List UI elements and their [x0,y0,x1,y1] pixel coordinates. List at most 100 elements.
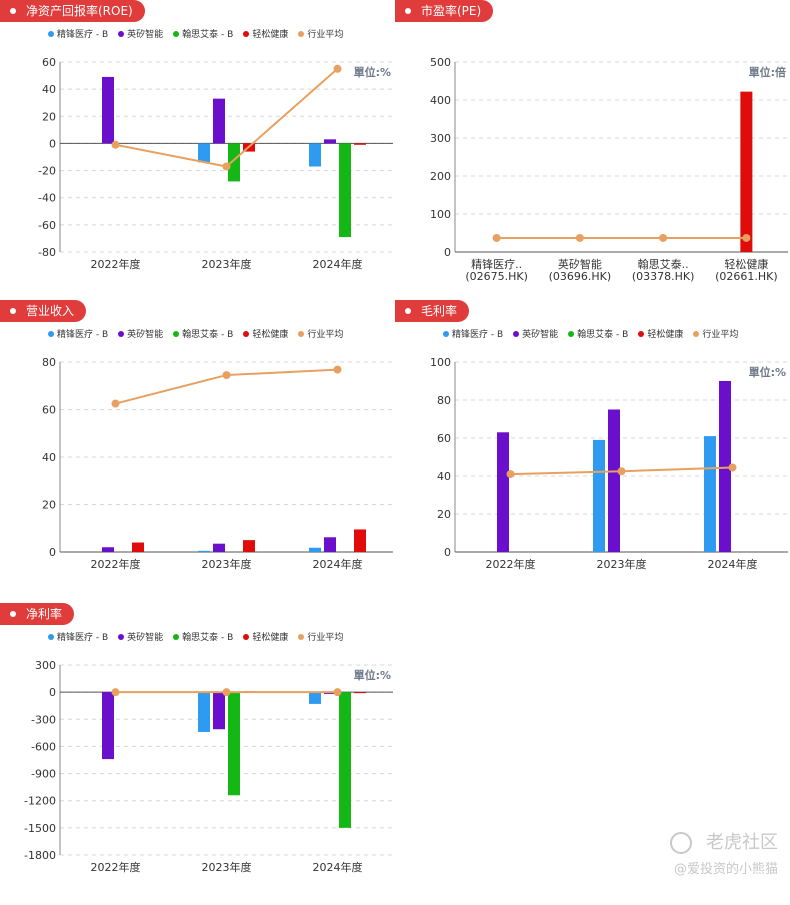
watermark-brand-text: 老虎社区 [706,832,778,853]
tiger-logo-icon [670,832,693,854]
legend-label: 精锋医疗 - B [452,330,504,340]
watermark-brand: 老虎社区 [670,828,778,854]
y-tick-label: 300 [35,659,56,672]
legend-dot-icon [243,30,250,37]
bar [213,98,225,144]
y-tick-label: 40 [42,451,56,464]
x-tick-label: (03378.HK) [632,270,695,283]
legend-label: 精锋医疗 - B [57,330,109,340]
gross-panel: 毛利率 精锋医疗 - B 英矽智能 翰思艾泰 - B 轻松健康 行业平均 100 80 60… [395,300,790,600]
legend-item[interactable]: 翰思艾泰 - B [173,630,233,643]
revenue-title: 营业收入 [26,304,75,318]
legend-label: 行业平均 [307,330,344,340]
legend-dot-icon [568,330,575,337]
y-tick-label: 80 [42,356,56,369]
legend-dot-icon [118,30,125,37]
legend-item[interactable]: 翰思艾泰 - B [568,327,628,340]
y-tick-label: 40 [437,470,451,483]
x-tick-label: 2023年度 [202,557,252,571]
roe-legend[interactable]: 精锋医疗 - B 英矽智能 翰思艾泰 - B 轻松健康 行业平均 [48,27,343,40]
average-point [111,140,120,149]
bar [354,143,366,145]
legend-item[interactable]: 英矽智能 [118,327,163,340]
x-tick-label: 精锋医疗.. [471,257,522,271]
legend-item[interactable]: 英矽智能 [513,327,558,340]
pe-title: 市盈率(PE) [421,4,482,18]
average-point [728,463,737,472]
legend-item[interactable]: 精锋医疗 - B [48,327,108,340]
average-point [333,688,342,697]
bar [593,439,605,552]
roe-title-badge: 净资产回报率(ROE) [0,0,145,22]
x-tick-label: 英矽智能 [558,257,602,271]
net-title-badge: 净利率 [0,603,75,625]
net-panel: 净利率 精锋医疗 - B 英矽智能 翰思艾泰 - B 轻松健康 行业平均 300 0 -30… [0,603,395,885]
legend-item[interactable]: 翰思艾泰 - B [173,27,233,40]
legend-dot-icon [298,633,305,640]
legend-label: 英矽智能 [522,330,559,340]
legend-item[interactable]: 精锋医疗 - B [48,27,108,40]
gross-title: 毛利率 [421,304,458,318]
y-tick-label: 0 [49,686,56,699]
x-tick-label: 轻松健康 [724,257,768,271]
legend-item[interactable]: 行业平均 [298,630,343,643]
legend-item[interactable]: 英矽智能 [118,630,163,643]
gross-legend[interactable]: 精锋医疗 - B 英矽智能 翰思艾泰 - B 轻松健康 行业平均 [443,327,738,340]
y-tick-label: 500 [430,56,451,69]
average-point [506,470,515,479]
bar [339,692,351,828]
average-point [492,233,501,242]
average-point [575,233,584,242]
legend-item[interactable]: 轻松健康 [638,327,683,340]
average-point [617,467,626,476]
legend-dot-icon [48,633,54,640]
legend-item[interactable]: 轻松健康 [243,327,288,340]
revenue-chart: 80 60 40 20 0 2022年度 2023年度 2024年度 [42,356,393,571]
legend-item[interactable]: 精锋医疗 - B [443,327,503,340]
x-tick-label: 2022年度 [91,860,141,874]
legend-dot-icon [243,633,250,640]
bar [198,692,210,732]
legend-item[interactable]: 行业平均 [693,327,738,340]
x-tick-label: (02675.HK) [465,270,528,283]
legend-item[interactable]: 行业平均 [298,327,343,340]
legend-dot-icon [693,330,700,337]
net-legend[interactable]: 精锋医疗 - B 英矽智能 翰思艾泰 - B 轻松健康 行业平均 [48,630,343,643]
legend-label: 精锋医疗 - B [57,633,109,643]
average-point [222,162,231,171]
legend-label: 英矽智能 [127,330,164,340]
net-title: 净利率 [26,607,63,621]
x-tick-label: 2024年度 [313,860,363,874]
y-tick-label: 60 [42,56,56,69]
legend-item[interactable]: 行业平均 [298,27,343,40]
roe-title: 净资产回报率(ROE) [26,4,133,18]
legend-dot-icon [173,330,180,337]
x-tick-label: 2022年度 [486,557,536,571]
bar [228,692,240,796]
y-tick-label: -1500 [24,822,56,835]
y-tick-label: 20 [437,508,451,521]
unit-label: 單位:倍 [749,65,786,79]
y-tick-label: 40 [42,83,56,96]
bar [354,529,366,552]
unit-label: 單位:% [354,65,391,79]
legend-item[interactable]: 轻松健康 [243,27,288,40]
pe-title-badge: 市盈率(PE) [395,0,494,22]
y-tick-label: -300 [31,713,56,726]
legend-item[interactable]: 翰思艾泰 - B [173,327,233,340]
legend-item[interactable]: 轻松健康 [243,630,288,643]
legend-label: 英矽智能 [127,633,164,643]
y-tick-label: 0 [49,546,56,559]
bar [213,692,225,730]
bar [309,547,321,552]
bar [309,692,321,704]
revenue-legend[interactable]: 精锋医疗 - B 英矽智能 翰思艾泰 - B 轻松健康 行业平均 [48,327,343,340]
y-tick-label: -40 [38,192,56,205]
legend-dot-icon [298,30,305,37]
legend-item[interactable]: 精锋医疗 - B [48,630,108,643]
x-tick-label: (02661.HK) [715,270,778,283]
x-tick-label: 2024年度 [313,257,363,271]
legend-item[interactable]: 英矽智能 [118,27,163,40]
gross-chart: 100 80 60 40 20 0 單位:% 2022年度 2023年度 2024年度 [430,356,788,571]
